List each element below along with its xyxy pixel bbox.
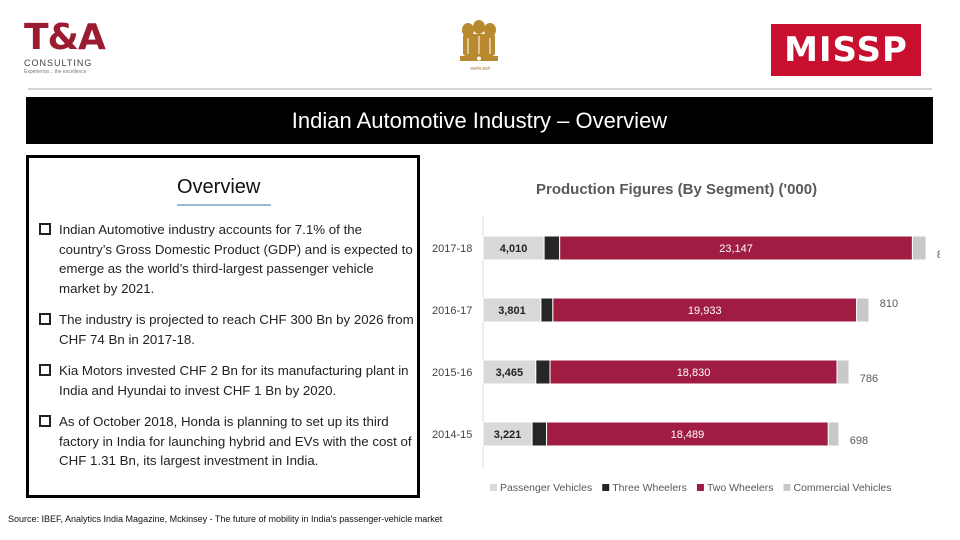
- legend-swatch: [602, 484, 610, 491]
- data-label: 19,933: [688, 305, 722, 317]
- data-label: 18,830: [677, 367, 711, 379]
- bullet-item: The industry is projected to reach CHF 3…: [39, 310, 414, 349]
- checkbox-bullet-icon: [39, 364, 51, 376]
- bar-segment: [482, 359, 537, 385]
- data-label: 4,010: [500, 243, 528, 255]
- bar-segment: [482, 297, 542, 323]
- overview-bullet-list: Indian Automotive industry accounts for …: [39, 220, 414, 471]
- checkbox-bullet-icon: [39, 415, 51, 427]
- slide-title-bar: Indian Automotive Industry – Overview: [26, 97, 933, 144]
- overview-title-underline: [177, 204, 271, 206]
- bullet-item: Indian Automotive industry accounts for …: [39, 220, 414, 298]
- overview-panel: Overview Indian Automotive industry acco…: [26, 155, 420, 498]
- legend-swatch: [696, 484, 704, 491]
- bar-segment: [531, 421, 548, 447]
- y-tick-label: 2016-17: [432, 305, 472, 317]
- overview-title: Overview: [177, 176, 261, 198]
- checkbox-bullet-icon: [39, 223, 51, 235]
- bar-segment: [549, 359, 838, 385]
- bar-segment: [535, 359, 551, 385]
- source-note: Source: IBEF, Analytics India Magazine, …: [8, 514, 443, 524]
- missp-logo: MISSP: [771, 24, 921, 76]
- bullet-item: Kia Motors invested CHF 2 Bn for its man…: [39, 361, 414, 400]
- bar-segment: [856, 297, 870, 323]
- national-emblem-icon: [460, 20, 498, 61]
- bar-segment: [482, 421, 533, 447]
- ta-logo-tagline: Experience... the excellence: [24, 69, 87, 75]
- bar-segment: [540, 297, 554, 323]
- legend-label: Passenger Vehicles: [500, 482, 592, 494]
- data-label: 18,489: [671, 429, 705, 441]
- bullet-text: Indian Automotive industry accounts for …: [59, 222, 413, 296]
- y-tick-label: 2017-18: [432, 243, 472, 255]
- data-label: 698: [850, 435, 868, 447]
- bar-segment: [911, 235, 927, 261]
- slide-title: Indian Automotive Industry – Overview: [291, 107, 668, 133]
- ta-logo-mark: T&A: [24, 17, 106, 58]
- y-tick-label: 2015-16: [432, 367, 472, 379]
- legend-swatch: [783, 484, 791, 491]
- legend-label: Commercial Vehicles: [793, 482, 891, 494]
- bar-segment: [559, 235, 913, 261]
- bar-segment: [482, 235, 545, 261]
- bar-segment: [827, 421, 840, 447]
- bullet-text: The industry is projected to reach CHF 3…: [59, 312, 414, 347]
- legend-label: Two Wheelers: [707, 482, 774, 494]
- data-label: 23,147: [719, 243, 753, 255]
- data-label: 3,801: [498, 305, 526, 317]
- checkbox-bullet-icon: [39, 313, 51, 325]
- data-label: 810: [880, 298, 898, 310]
- bar-segment: [543, 235, 561, 261]
- header-divider: [28, 88, 932, 90]
- chart-title: Production Figures (By Segment) ('000): [536, 181, 818, 198]
- bullet-item: As of October 2018, Honda is planning to…: [39, 412, 414, 471]
- data-label: 3,465: [496, 367, 524, 379]
- y-tick-label: 2014-15: [432, 429, 472, 441]
- bullet-text: As of October 2018, Honda is planning to…: [59, 414, 412, 468]
- bar-segment: [836, 359, 850, 385]
- ta-consulting-logo: T&A CONSULTING Experience... the excelle…: [24, 20, 114, 80]
- missp-logo-text: MISSP: [784, 30, 908, 70]
- bullet-text: Kia Motors invested CHF 2 Bn for its man…: [59, 363, 409, 398]
- data-label: 786: [860, 373, 878, 385]
- ta-logo-word: CONSULTING: [24, 58, 93, 68]
- production-stacked-bar-chart: 2017-184,0101,02123,1478942016-173,80178…: [432, 216, 940, 494]
- data-label: 3,221: [494, 429, 522, 441]
- data-label: 894: [937, 249, 940, 261]
- legend-swatch: [490, 484, 497, 491]
- bar-segment: [546, 421, 829, 447]
- legend-label: Three Wheelers: [612, 482, 687, 494]
- emblem-caption: सत्यमेव जयते: [470, 66, 490, 71]
